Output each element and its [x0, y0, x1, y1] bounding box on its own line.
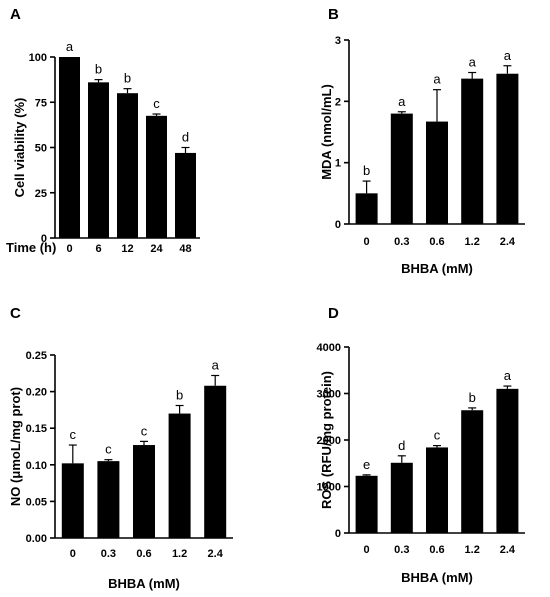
bar — [88, 82, 109, 238]
bar — [204, 385, 227, 538]
significance-label: a — [66, 39, 74, 54]
y-tick-label: 0.05 — [26, 496, 47, 508]
significance-label: a — [504, 48, 512, 63]
x-tick-label: 0.3 — [394, 544, 409, 556]
y-tick-label: 3000 — [317, 389, 341, 401]
x-tick-label: 12 — [121, 243, 133, 255]
significance-label: b — [176, 388, 183, 403]
panel-d: D 0 1000 2000 3000 4000 ROS (RFU/mg protein) e 0… — [317, 305, 525, 585]
bar — [59, 57, 80, 238]
bar — [61, 463, 84, 538]
bar — [426, 447, 448, 533]
y-tick-label: 0.00 — [26, 533, 47, 545]
y-axis-title: ROS (RFU/mg protein) — [319, 371, 334, 509]
x-axis-title: BHBA (mM) — [401, 570, 473, 585]
y-tick-label: 3 — [335, 35, 341, 47]
y-tick-label: 4000 — [317, 342, 341, 354]
significance-label: a — [212, 357, 220, 372]
bar — [426, 121, 448, 224]
y-tick-label: 1 — [335, 158, 341, 170]
y-tick-label: 0.10 — [26, 460, 47, 472]
panel-letter: D — [328, 305, 339, 322]
significance-label: d — [398, 438, 405, 453]
bar — [355, 475, 378, 533]
significance-label: b — [124, 71, 131, 86]
bar — [461, 410, 484, 533]
bar — [117, 93, 138, 238]
x-tick-label: 1.2 — [465, 544, 480, 556]
bar — [390, 462, 413, 533]
x-tick-label: 2.4 — [208, 548, 224, 560]
bar — [496, 73, 519, 224]
x-axis-title: BHBA (mM) — [401, 261, 473, 276]
significance-label: c — [105, 442, 112, 457]
x-tick-label: 6 — [95, 243, 101, 255]
y-tick-label: 0 — [41, 233, 47, 245]
significance-label: a — [504, 368, 512, 383]
significance-label: e — [363, 457, 370, 472]
y-axis-title: NO (μmoL/mg prot) — [8, 387, 23, 506]
bar — [175, 152, 196, 238]
panel-c: C 0.00 0.05 0.10 0.15 0.20 0.25 NO (μmoL/mg pro… — [8, 305, 233, 591]
x-axis-title: BHBA (mM) — [108, 576, 180, 591]
significance-label: d — [182, 130, 189, 145]
significance-label: a — [398, 94, 406, 109]
y-tick-label: 2 — [335, 96, 341, 108]
bar — [496, 388, 519, 533]
significance-label: c — [153, 96, 160, 111]
y-axis-title: MDA (nmol/mL) — [319, 84, 334, 180]
panel-b: B 0 1 2 3 MDA (nmol/mL) b 0 a 0.3 a 0.6 a 1.2 a 2.4 BHBA… — [319, 6, 525, 276]
x-tick-label: 0.6 — [429, 236, 444, 248]
x-tick-label: 2.4 — [500, 544, 516, 556]
panel-letter: B — [328, 6, 339, 23]
bar — [133, 445, 155, 538]
x-tick-label: 0 — [364, 544, 370, 556]
x-tick-label: 0 — [66, 243, 72, 255]
bar — [390, 113, 413, 224]
bar — [97, 461, 120, 538]
y-tick-label: 25 — [35, 188, 47, 200]
significance-label: b — [95, 62, 102, 77]
bar — [355, 193, 378, 224]
bar — [168, 413, 191, 538]
significance-label: b — [469, 390, 476, 405]
significance-label: c — [434, 428, 441, 443]
y-tick-label: 0 — [335, 528, 341, 540]
x-tick-label: 1.2 — [465, 236, 480, 248]
panel-letter: A — [10, 6, 21, 23]
y-tick-label: 1000 — [317, 482, 341, 494]
x-tick-label: 0.6 — [136, 548, 151, 560]
x-axis-title: Time (h) — [6, 240, 56, 255]
y-tick-label: 0.15 — [26, 423, 47, 435]
y-tick-label: 100 — [29, 52, 47, 64]
y-axis-title: Cell viability (%) — [12, 98, 27, 198]
x-tick-label: 0.6 — [429, 544, 444, 556]
significance-label: a — [433, 72, 441, 87]
significance-label: c — [70, 427, 77, 442]
y-tick-label: 0 — [335, 219, 341, 231]
x-tick-label: 0.3 — [394, 236, 409, 248]
x-tick-label: 0.3 — [101, 548, 116, 560]
y-tick-label: 0.25 — [26, 350, 47, 362]
bar — [146, 115, 167, 238]
x-tick-label: 1.2 — [172, 548, 187, 560]
significance-label: b — [363, 163, 370, 178]
x-tick-label: 2.4 — [500, 236, 516, 248]
panel-letter: C — [10, 305, 21, 322]
panel-a: A 0 25 50 75 100 Cell viability (%) a 0 b 6 b 12 c 24 d… — [6, 6, 200, 255]
y-tick-label: 75 — [35, 97, 47, 109]
x-tick-label: 48 — [179, 243, 191, 255]
significance-label: c — [141, 423, 148, 438]
significance-label: a — [469, 55, 477, 70]
x-tick-label: 24 — [150, 243, 163, 255]
y-tick-label: 50 — [35, 143, 47, 155]
y-tick-label: 0.20 — [26, 387, 47, 399]
bar — [461, 78, 484, 224]
x-tick-label: 0 — [70, 548, 76, 560]
y-tick-label: 2000 — [317, 435, 341, 447]
x-tick-label: 0 — [364, 236, 370, 248]
